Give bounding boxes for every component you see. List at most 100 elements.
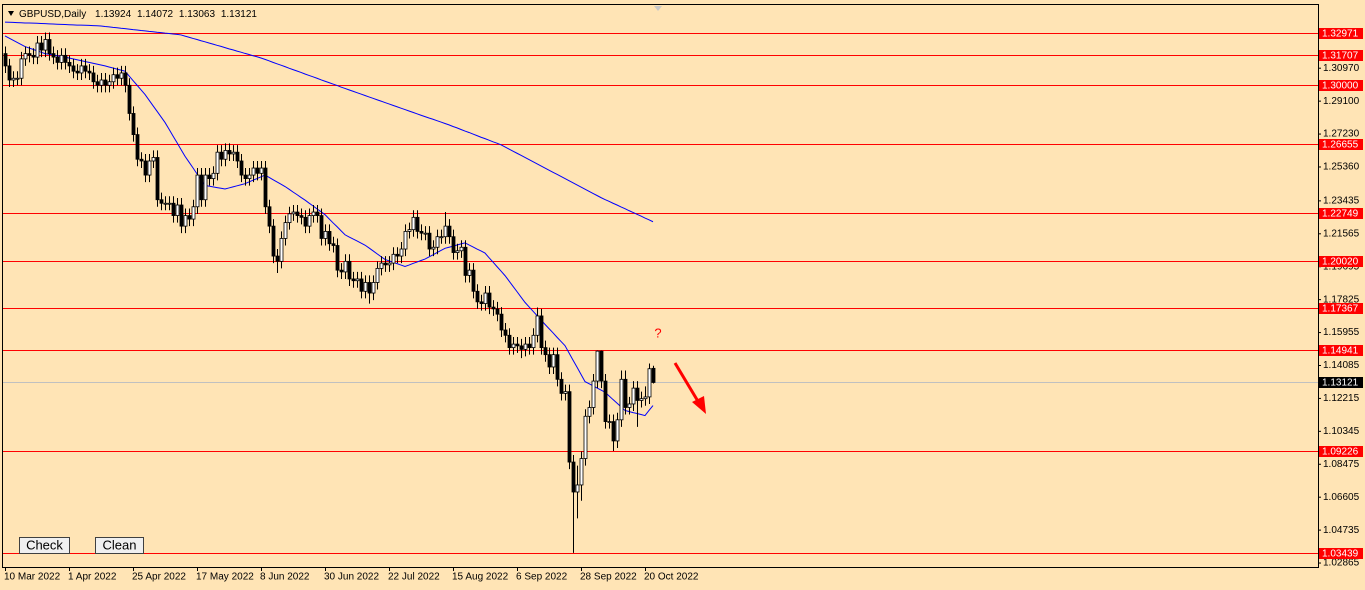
- level-label: 1.20020: [1322, 257, 1359, 268]
- candle-body: [35, 42, 40, 58]
- candle-body: [95, 81, 100, 86]
- button-face[interactable]: [95, 537, 144, 554]
- candle-body: [383, 262, 388, 266]
- candle-body: [467, 269, 472, 276]
- candle-body: [171, 202, 176, 216]
- x-tick-label: 22 Jul 2022: [388, 572, 440, 583]
- candles-layer: [3, 32, 656, 553]
- check-button[interactable]: Check: [19, 537, 70, 554]
- x-tick-label: 20 Oct 2022: [644, 572, 699, 583]
- candle-body: [571, 461, 576, 493]
- candle-body: [495, 308, 500, 315]
- level-label-bg: [1319, 50, 1363, 61]
- candle-body: [191, 206, 196, 220]
- candle-body: [519, 345, 524, 350]
- level-label: 1.14941: [1322, 346, 1359, 357]
- candle-body: [439, 236, 444, 239]
- candle-body: [487, 292, 492, 308]
- candle-body: [55, 56, 60, 63]
- y-tick-label: 1.12215: [1323, 393, 1360, 404]
- candle-body: [535, 315, 540, 336]
- button-face[interactable]: [19, 537, 70, 554]
- candle-body: [231, 151, 236, 155]
- candle-body: [451, 236, 456, 253]
- button-label[interactable]: Clean: [103, 537, 137, 552]
- candle-body: [583, 415, 588, 459]
- candle-body: [483, 292, 488, 305]
- candle-body: [203, 174, 208, 201]
- candle-body: [235, 151, 240, 162]
- candle-body: [339, 269, 344, 273]
- candle-body: [39, 42, 44, 51]
- candle-body: [151, 157, 156, 162]
- clean-button[interactable]: Clean: [95, 537, 144, 554]
- moving-average: [4, 21, 654, 223]
- button-label[interactable]: Check: [26, 537, 63, 552]
- candle-body: [607, 421, 612, 423]
- candle-body: [371, 282, 376, 294]
- y-tick-label: 1.02865: [1323, 558, 1360, 569]
- level-label-bg: [1319, 345, 1363, 356]
- level-label-bg: [1319, 28, 1363, 39]
- candle-body: [243, 174, 248, 180]
- level-label-bg: [1319, 139, 1363, 150]
- candle-body: [355, 278, 360, 282]
- candle-body: [311, 211, 316, 216]
- header: GBPUSD,Daily 1.13924 1.14072 1.13063 1.1…: [19, 9, 257, 20]
- candle-body: [119, 72, 124, 79]
- candle-body: [627, 403, 632, 408]
- candle-body: [303, 216, 308, 227]
- candle-body: [215, 151, 220, 174]
- candle-body: [631, 387, 636, 405]
- candle-body: [123, 72, 128, 86]
- candle-body: [343, 260, 348, 273]
- candle-body: [247, 174, 252, 180]
- candle-body: [531, 334, 536, 349]
- candle-body: [411, 216, 416, 231]
- candle-body: [175, 204, 180, 216]
- candle-body: [127, 84, 132, 114]
- level-label-bg: [1319, 303, 1363, 314]
- level-label-bg: [1319, 80, 1363, 91]
- y-tick-label: 1.10345: [1323, 426, 1360, 437]
- candle-body: [287, 213, 292, 224]
- candle-body: [323, 231, 328, 239]
- candle-body: [455, 250, 460, 253]
- candle-body: [503, 329, 508, 336]
- candle-body: [23, 53, 28, 60]
- candle-body: [559, 378, 564, 394]
- candle-body: [75, 70, 80, 74]
- candle-body: [431, 246, 436, 250]
- candle-body: [159, 199, 164, 204]
- shift-marker: [654, 6, 662, 11]
- candle-body: [591, 380, 596, 408]
- candle-body: [15, 77, 20, 80]
- y-tick-label: 1.17825: [1323, 294, 1360, 305]
- candle-body: [647, 368, 652, 398]
- y-tick-label: 1.27230: [1323, 129, 1360, 140]
- candle-body: [279, 238, 284, 262]
- candle-body: [63, 54, 68, 63]
- candle-body: [307, 215, 312, 227]
- candle-body: [143, 160, 148, 176]
- candle-body: [651, 367, 656, 383]
- candle-body: [31, 54, 36, 58]
- candle-body: [459, 246, 464, 252]
- candle-body: [103, 79, 108, 86]
- level-label: 1.09226: [1322, 447, 1359, 458]
- candle-body: [615, 419, 620, 442]
- candle-body: [135, 134, 140, 160]
- level-label: 1.03439: [1322, 549, 1359, 560]
- candle-body: [599, 350, 604, 382]
- candle-body: [131, 113, 136, 135]
- arrow-head: [692, 396, 706, 414]
- candle-body: [335, 245, 340, 271]
- candle-body: [331, 243, 336, 246]
- candle-body: [187, 215, 192, 220]
- level-label-bg: [1319, 446, 1363, 457]
- price-label-bg: [1319, 377, 1363, 388]
- candle-body: [107, 81, 112, 86]
- candle-body: [499, 313, 504, 331]
